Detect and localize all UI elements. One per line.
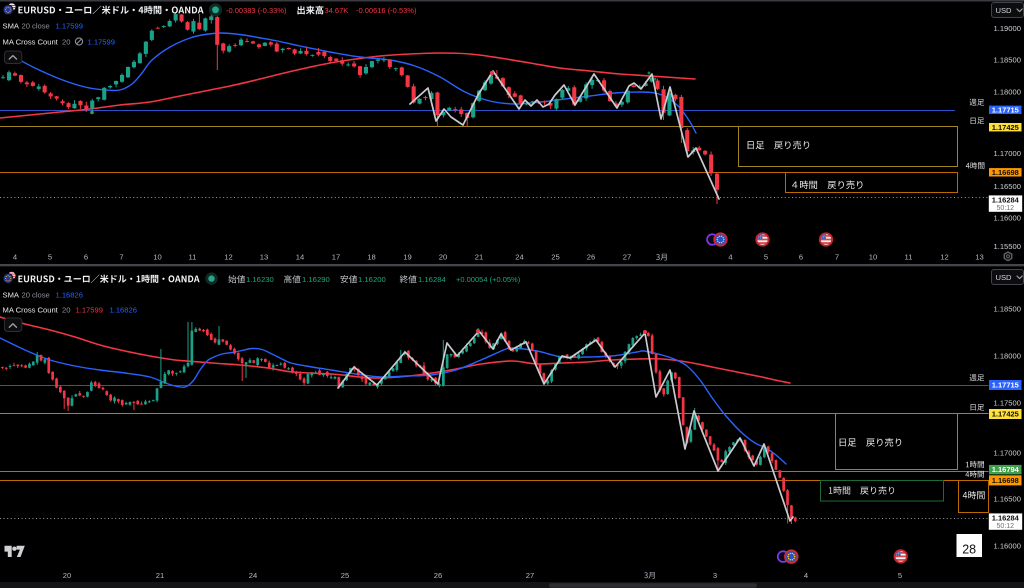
svg-text:26: 26 xyxy=(434,571,442,580)
svg-text:+0.00054 (+0.05%): +0.00054 (+0.05%) xyxy=(456,275,521,284)
svg-text:1.17599: 1.17599 xyxy=(76,305,103,314)
svg-text:27: 27 xyxy=(526,571,534,580)
svg-text:5: 5 xyxy=(764,253,768,262)
svg-text:20 close: 20 close xyxy=(22,21,50,30)
svg-text:1.16000: 1.16000 xyxy=(994,214,1021,223)
svg-text:USD: USD xyxy=(996,6,1013,15)
svg-text:12: 12 xyxy=(940,253,948,262)
svg-text:1.19000: 1.19000 xyxy=(994,24,1021,33)
svg-text:6: 6 xyxy=(799,253,803,262)
svg-text:18: 18 xyxy=(367,253,375,262)
svg-text:1.17425: 1.17425 xyxy=(992,123,1019,132)
svg-text:1.17000: 1.17000 xyxy=(994,149,1021,158)
svg-text:1.15500: 1.15500 xyxy=(994,242,1021,251)
svg-text:1.16200: 1.16200 xyxy=(358,275,386,284)
svg-text:21: 21 xyxy=(475,253,483,262)
svg-text:4: 4 xyxy=(13,253,17,262)
svg-text:21: 21 xyxy=(156,571,164,580)
svg-text:50:12: 50:12 xyxy=(997,523,1015,530)
svg-text:1.17599: 1.17599 xyxy=(56,21,83,30)
svg-text:1.16284: 1.16284 xyxy=(992,513,1020,522)
svg-text:1.16826: 1.16826 xyxy=(110,305,137,314)
svg-text:1.16284: 1.16284 xyxy=(418,275,447,284)
svg-text:5: 5 xyxy=(898,571,902,580)
svg-text:20: 20 xyxy=(439,253,447,262)
svg-text:SMA: SMA xyxy=(3,290,20,299)
svg-text:1.18500: 1.18500 xyxy=(994,305,1021,314)
svg-text:1.16284: 1.16284 xyxy=(992,195,1020,204)
svg-text:34.67K: 34.67K xyxy=(325,6,349,15)
svg-text:7: 7 xyxy=(119,253,123,262)
svg-text:1.18000: 1.18000 xyxy=(994,352,1021,361)
svg-text:1.17425: 1.17425 xyxy=(992,410,1019,419)
svg-text:5: 5 xyxy=(48,253,52,262)
svg-text:MA Cross Count: MA Cross Count xyxy=(3,305,59,314)
svg-text:13: 13 xyxy=(975,253,983,262)
svg-text:-0.00616 (-0.53%): -0.00616 (-0.53%) xyxy=(356,6,417,15)
svg-text:6: 6 xyxy=(84,253,88,262)
svg-text:50:12: 50:12 xyxy=(997,205,1015,212)
svg-text:20: 20 xyxy=(62,38,70,47)
svg-text:1.17000: 1.17000 xyxy=(994,448,1021,457)
svg-text:1.17500: 1.17500 xyxy=(994,399,1021,408)
svg-text:MA Cross Count: MA Cross Count xyxy=(3,38,59,47)
svg-text:11: 11 xyxy=(905,253,913,262)
svg-text:10: 10 xyxy=(869,253,877,262)
svg-text:25: 25 xyxy=(341,571,349,580)
svg-text:1.18500: 1.18500 xyxy=(994,56,1021,65)
svg-text:1.18000: 1.18000 xyxy=(994,88,1021,97)
svg-text:3: 3 xyxy=(713,571,717,580)
svg-text:4: 4 xyxy=(804,571,808,580)
svg-text:17: 17 xyxy=(332,253,340,262)
svg-text:-0.00383 (-0.33%): -0.00383 (-0.33%) xyxy=(226,6,287,15)
svg-text:1.17715: 1.17715 xyxy=(992,106,1019,115)
svg-text:1.16230: 1.16230 xyxy=(246,275,274,284)
svg-text:10: 10 xyxy=(153,253,161,262)
svg-text:20: 20 xyxy=(63,571,71,580)
svg-text:1.16698: 1.16698 xyxy=(992,168,1019,177)
svg-text:11: 11 xyxy=(189,253,197,262)
svg-text:1.16000: 1.16000 xyxy=(994,542,1021,551)
svg-text:1.17599: 1.17599 xyxy=(88,38,115,47)
svg-text:1.16500: 1.16500 xyxy=(994,182,1021,191)
svg-text:24: 24 xyxy=(249,571,257,580)
svg-text:19: 19 xyxy=(403,253,411,262)
svg-text:24: 24 xyxy=(515,253,523,262)
svg-text:1.16794: 1.16794 xyxy=(992,465,1020,474)
svg-text:SMA: SMA xyxy=(3,21,20,30)
svg-text:1.17715: 1.17715 xyxy=(992,381,1019,390)
svg-text:7: 7 xyxy=(835,253,839,262)
svg-text:25: 25 xyxy=(551,253,559,262)
svg-text:13: 13 xyxy=(260,253,268,262)
svg-text:14: 14 xyxy=(296,253,304,262)
svg-text:26: 26 xyxy=(587,253,595,262)
svg-text:1.16500: 1.16500 xyxy=(994,494,1021,503)
svg-text:1.16290: 1.16290 xyxy=(302,275,330,284)
svg-text:20: 20 xyxy=(62,305,70,314)
svg-text:27: 27 xyxy=(623,253,631,262)
svg-text:20 close: 20 close xyxy=(22,290,50,299)
svg-text:1.16826: 1.16826 xyxy=(56,290,83,299)
svg-text:4: 4 xyxy=(728,253,732,262)
svg-text:28: 28 xyxy=(962,543,976,557)
svg-text:12: 12 xyxy=(224,253,232,262)
svg-text:1.16698: 1.16698 xyxy=(992,476,1019,485)
svg-text:USD: USD xyxy=(996,273,1013,282)
